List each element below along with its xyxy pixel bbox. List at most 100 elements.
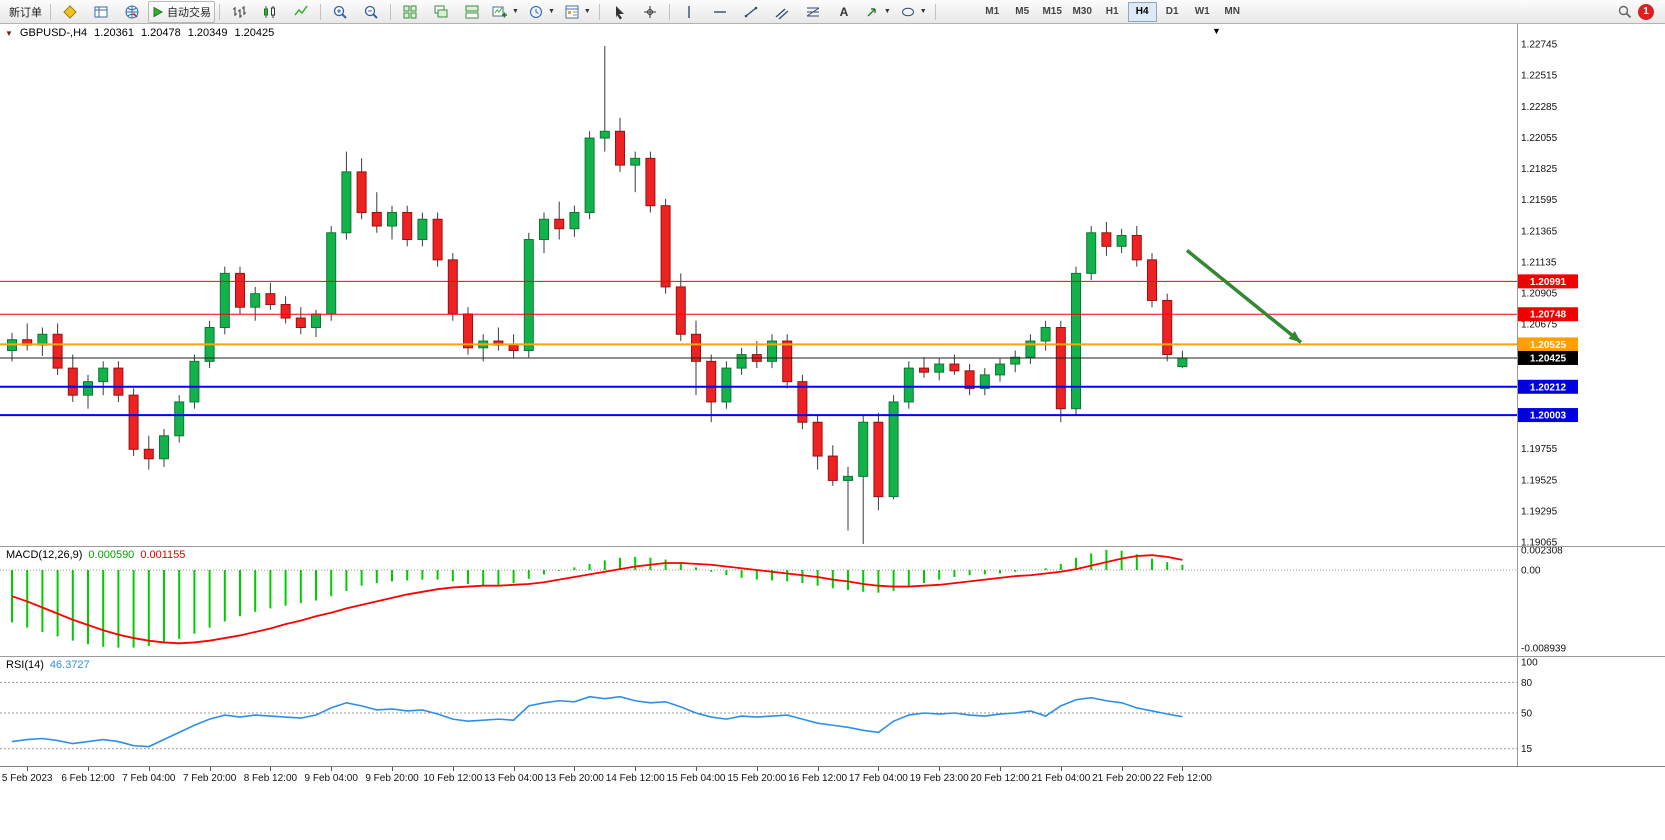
market-watch-button[interactable]	[55, 1, 85, 23]
tf-m30-button[interactable]: M30	[1072, 6, 1092, 17]
horizontal-line-button[interactable]	[705, 1, 735, 23]
rsi-label: RSI(14) 46.3727	[6, 659, 90, 671]
one-click-trading-icon[interactable]: ▼	[5, 28, 13, 38]
candle-body	[1101, 232, 1112, 247]
horizontal-line-icon	[712, 4, 728, 20]
tf-mn-button[interactable]: MN	[1224, 6, 1240, 17]
search-icon[interactable]	[1617, 4, 1632, 19]
price-badge	[1518, 379, 1578, 394]
trendline-icon	[743, 4, 759, 20]
chart-menu-icon[interactable]: ▼	[1212, 26, 1221, 36]
candle-body	[721, 367, 732, 403]
time-axis[interactable]: 5 Feb 2023 6 Feb 12:00 7 Feb 04:00 7 Feb 20…	[0, 766, 1665, 792]
top-toolbar: 新订单 自动交易	[0, 0, 1665, 24]
trendline-button[interactable]	[736, 1, 766, 23]
candle-body	[417, 218, 428, 241]
rsi-tick-label: 50	[1521, 709, 1533, 720]
zoom-in-icon	[332, 4, 348, 20]
bar-chart-icon	[231, 4, 247, 20]
new-order-button[interactable]: 新订单	[5, 1, 46, 23]
tile-horizontal-button[interactable]	[457, 1, 487, 23]
candle-body	[858, 421, 869, 477]
price-chart-panel[interactable]: 1.22745 1.22515 1.22285 1.22055 1.21825 1.215…	[0, 24, 1665, 549]
macd-name: MACD(12,26,9)	[6, 549, 83, 561]
time-tick	[635, 767, 637, 771]
candle-body	[797, 381, 808, 423]
channel-button[interactable]	[767, 1, 797, 23]
time-tick	[27, 767, 29, 771]
tf-m15-button[interactable]: M15	[1042, 6, 1062, 17]
ohlc-open: 1.20361	[94, 27, 134, 39]
new-chart-icon	[492, 4, 508, 20]
zoom-in-button[interactable]	[325, 1, 355, 23]
macd-indicator-panel[interactable]: 0.002308 0.00 -0.008939 MACD(12,26,9) 0.00…	[0, 545, 1665, 656]
time-axis-label: 9 Feb 04:00	[304, 773, 358, 784]
text-label-button[interactable]: A	[829, 1, 859, 23]
macd-main-value: 0.000590	[88, 549, 135, 561]
candle-body	[67, 367, 78, 396]
price-tick-label: 1.21365	[1521, 226, 1558, 237]
toolbar-separator	[668, 3, 670, 20]
time-axis-label: 7 Feb 20:00	[182, 773, 237, 784]
autotrading-label: 自动交易	[167, 6, 211, 19]
tf-h1-button[interactable]: H1	[1105, 6, 1119, 17]
cascade-windows-button[interactable]	[426, 1, 456, 23]
tf-m5-button[interactable]: M5	[1015, 6, 1030, 17]
arrows-object-button[interactable]: ▼	[860, 1, 895, 23]
time-axis-label: 15 Feb 04:00	[666, 773, 726, 784]
zoom-out-icon	[363, 4, 379, 20]
tile-windows-button[interactable]	[395, 1, 425, 23]
new-chart-button[interactable]: ▼	[488, 1, 523, 23]
data-window-button[interactable]	[86, 1, 116, 23]
tf-h4-button[interactable]: H4	[1127, 1, 1157, 22]
candle-wicks	[11, 46, 1183, 545]
fibonacci-button[interactable]	[798, 1, 828, 23]
candle-body	[523, 239, 534, 352]
tf-d1-button[interactable]: D1	[1165, 6, 1179, 17]
rsi-tick-label: 15	[1521, 744, 1533, 755]
candle-body	[949, 363, 960, 372]
shapes-button[interactable]: ▼	[896, 1, 931, 23]
candle-body	[888, 401, 899, 498]
price-badge	[1518, 274, 1578, 289]
cursor-button[interactable]	[604, 1, 634, 23]
vertical-line-button[interactable]	[674, 1, 704, 23]
price-axis-divider	[1517, 24, 1518, 766]
candle-body	[1116, 234, 1127, 247]
price-tick-label: 1.22285	[1521, 102, 1558, 113]
autotrading-button[interactable]: 自动交易	[148, 0, 215, 23]
bar-chart-button[interactable]	[224, 1, 254, 23]
rsi-indicator-panel[interactable]: 100 80 50 15 RSI(14) 46.3727	[0, 656, 1665, 766]
line-chart-icon	[293, 4, 309, 20]
trend-arrow[interactable]	[1185, 249, 1303, 344]
candle-body	[599, 130, 610, 139]
toolbar-right-group: 1	[1617, 3, 1660, 20]
toolbar-separator	[934, 3, 936, 20]
candlestick-chart-button[interactable]	[255, 1, 285, 23]
candle-body	[447, 259, 458, 315]
tf-m1-button[interactable]: M1	[985, 6, 1000, 17]
periodicity-button[interactable]: ▼	[524, 1, 559, 23]
candle-body	[1131, 234, 1142, 261]
notification-badge[interactable]: 1	[1638, 3, 1654, 20]
candle-body	[873, 421, 884, 498]
template-icon	[564, 4, 580, 20]
time-tick	[148, 767, 150, 771]
toolbar-separator	[50, 3, 51, 20]
line-chart-button[interactable]	[286, 1, 316, 23]
ohlc-close: 1.20425	[234, 27, 275, 39]
templates-button[interactable]: ▼	[560, 1, 595, 23]
shapes-icon	[900, 4, 916, 20]
candle-body	[235, 272, 245, 308]
navigator-button[interactable]	[117, 1, 147, 23]
candle-body	[584, 137, 595, 213]
crosshair-button[interactable]	[635, 1, 665, 23]
macd-label: MACD(12,26,9) 0.000590 0.001155	[6, 549, 185, 561]
tf-w1-button[interactable]: W1	[1194, 6, 1210, 17]
candle-body	[843, 475, 853, 481]
text-icon: A	[836, 4, 852, 20]
candle-body	[660, 205, 671, 288]
zoom-out-button[interactable]	[356, 1, 386, 23]
arrow-shaft	[1185, 249, 1303, 344]
